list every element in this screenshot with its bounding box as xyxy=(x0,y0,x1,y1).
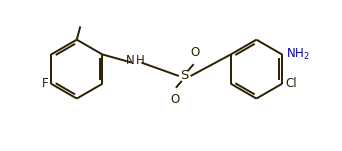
Text: F: F xyxy=(42,77,48,90)
Text: S: S xyxy=(181,69,189,82)
Text: H: H xyxy=(135,54,144,67)
Text: NH$_2$: NH$_2$ xyxy=(286,47,310,62)
Text: Cl: Cl xyxy=(286,77,298,90)
Text: N: N xyxy=(126,54,135,67)
Text: O: O xyxy=(190,46,199,59)
Text: O: O xyxy=(170,93,180,106)
